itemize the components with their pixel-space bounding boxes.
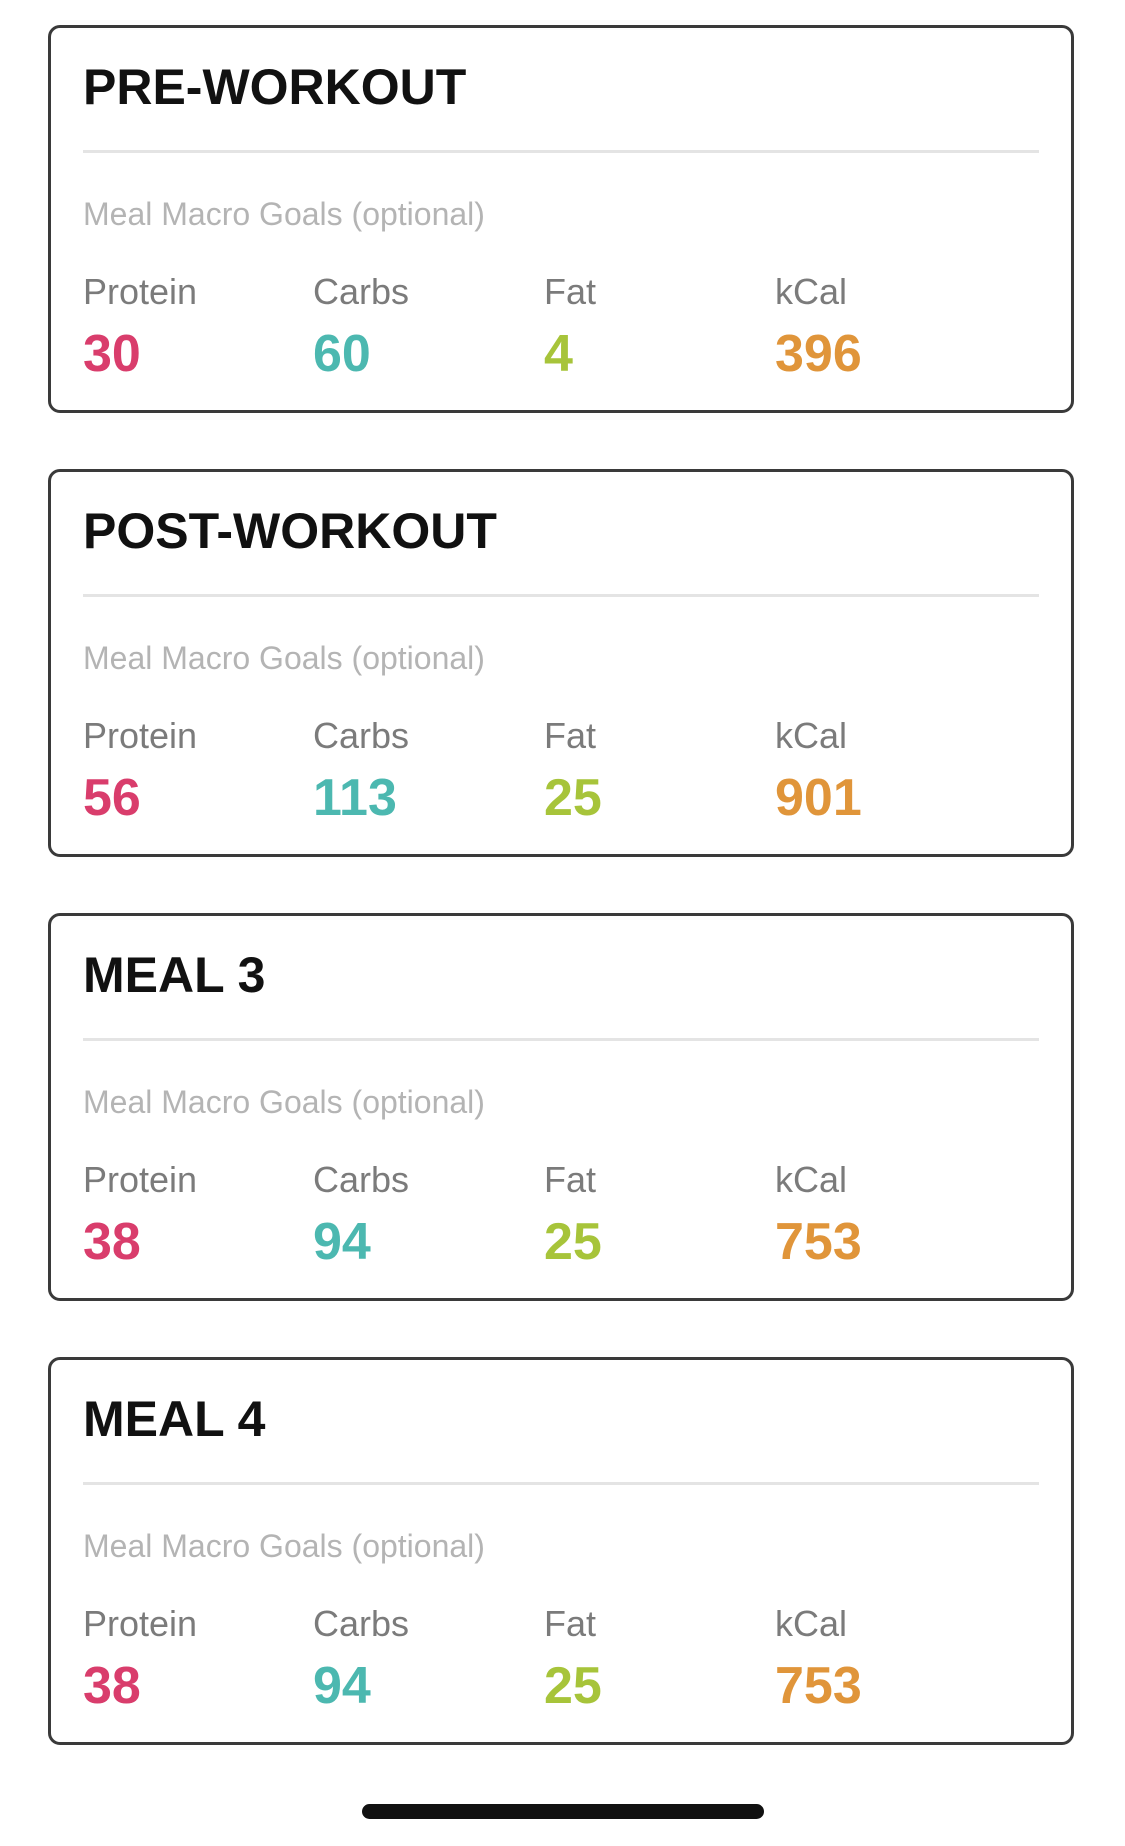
- fat-label: Fat: [544, 1159, 597, 1200]
- divider: [83, 594, 1039, 597]
- protein-field[interactable]: Protein 56: [83, 715, 198, 827]
- fat-value: 25: [544, 1213, 602, 1271]
- protein-value: 38: [83, 1213, 141, 1271]
- meal-card-meal-3[interactable]: MEAL 3 Meal Macro Goals (optional) Prote…: [48, 913, 1074, 1301]
- divider: [83, 1482, 1039, 1485]
- fat-field[interactable]: Fat 4: [544, 271, 597, 383]
- divider: [83, 1038, 1039, 1041]
- kcal-field[interactable]: kCal 753: [775, 1159, 862, 1271]
- protein-value: 38: [83, 1657, 141, 1715]
- meal-title: MEAL 4: [83, 1391, 266, 1447]
- fat-field[interactable]: Fat 25: [544, 1603, 602, 1715]
- meal-macro-goals-label: Meal Macro Goals (optional): [83, 640, 485, 676]
- kcal-value: 753: [775, 1213, 862, 1271]
- meal-title: PRE-WORKOUT: [83, 59, 467, 115]
- fat-value: 25: [544, 769, 602, 827]
- fat-label: Fat: [544, 1603, 597, 1644]
- carbs-field[interactable]: Carbs 60: [313, 271, 410, 383]
- carbs-value: 94: [313, 1213, 371, 1271]
- kcal-label: kCal: [775, 1159, 848, 1200]
- meal-macro-goals-label: Meal Macro Goals (optional): [83, 196, 485, 232]
- carbs-label: Carbs: [313, 271, 410, 312]
- protein-field[interactable]: Protein 38: [83, 1159, 198, 1271]
- carbs-field[interactable]: Carbs 113: [313, 715, 410, 827]
- fat-label: Fat: [544, 715, 597, 756]
- fat-field[interactable]: Fat 25: [544, 1159, 602, 1271]
- kcal-label: kCal: [775, 715, 848, 756]
- kcal-value: 753: [775, 1657, 862, 1715]
- kcal-value: 396: [775, 325, 862, 383]
- kcal-label: kCal: [775, 271, 848, 312]
- protein-field[interactable]: Protein 30: [83, 271, 198, 383]
- kcal-field[interactable]: kCal 396: [775, 271, 862, 383]
- carbs-field[interactable]: Carbs 94: [313, 1603, 410, 1715]
- fat-label: Fat: [544, 271, 597, 312]
- meal-macro-goals-label: Meal Macro Goals (optional): [83, 1528, 485, 1564]
- protein-label: Protein: [83, 715, 198, 756]
- divider: [83, 150, 1039, 153]
- protein-value: 56: [83, 769, 141, 827]
- fat-field[interactable]: Fat 25: [544, 715, 602, 827]
- fat-value: 25: [544, 1657, 602, 1715]
- meal-macro-goals-label: Meal Macro Goals (optional): [83, 1084, 485, 1120]
- kcal-label: kCal: [775, 1603, 848, 1644]
- home-indicator[interactable]: [362, 1804, 764, 1819]
- meal-card-meal-4[interactable]: MEAL 4 Meal Macro Goals (optional) Prote…: [48, 1357, 1074, 1745]
- protein-label: Protein: [83, 271, 198, 312]
- meal-title: MEAL 3: [83, 947, 266, 1003]
- carbs-value: 60: [313, 325, 371, 383]
- meal-card-pre-workout[interactable]: PRE-WORKOUT Meal Macro Goals (optional) …: [48, 25, 1074, 413]
- protein-value: 30: [83, 325, 141, 383]
- kcal-field[interactable]: kCal 753: [775, 1603, 862, 1715]
- carbs-value: 113: [313, 769, 397, 827]
- meal-title: POST-WORKOUT: [83, 503, 497, 559]
- protein-label: Protein: [83, 1159, 198, 1200]
- kcal-field[interactable]: kCal 901: [775, 715, 862, 827]
- carbs-value: 94: [313, 1657, 371, 1715]
- carbs-label: Carbs: [313, 715, 410, 756]
- fat-value: 4: [544, 325, 573, 383]
- carbs-label: Carbs: [313, 1603, 410, 1644]
- carbs-label: Carbs: [313, 1159, 410, 1200]
- carbs-field[interactable]: Carbs 94: [313, 1159, 410, 1271]
- protein-label: Protein: [83, 1603, 198, 1644]
- kcal-value: 901: [775, 769, 862, 827]
- protein-field[interactable]: Protein 38: [83, 1603, 198, 1715]
- meal-card-post-workout[interactable]: POST-WORKOUT Meal Macro Goals (optional)…: [48, 469, 1074, 857]
